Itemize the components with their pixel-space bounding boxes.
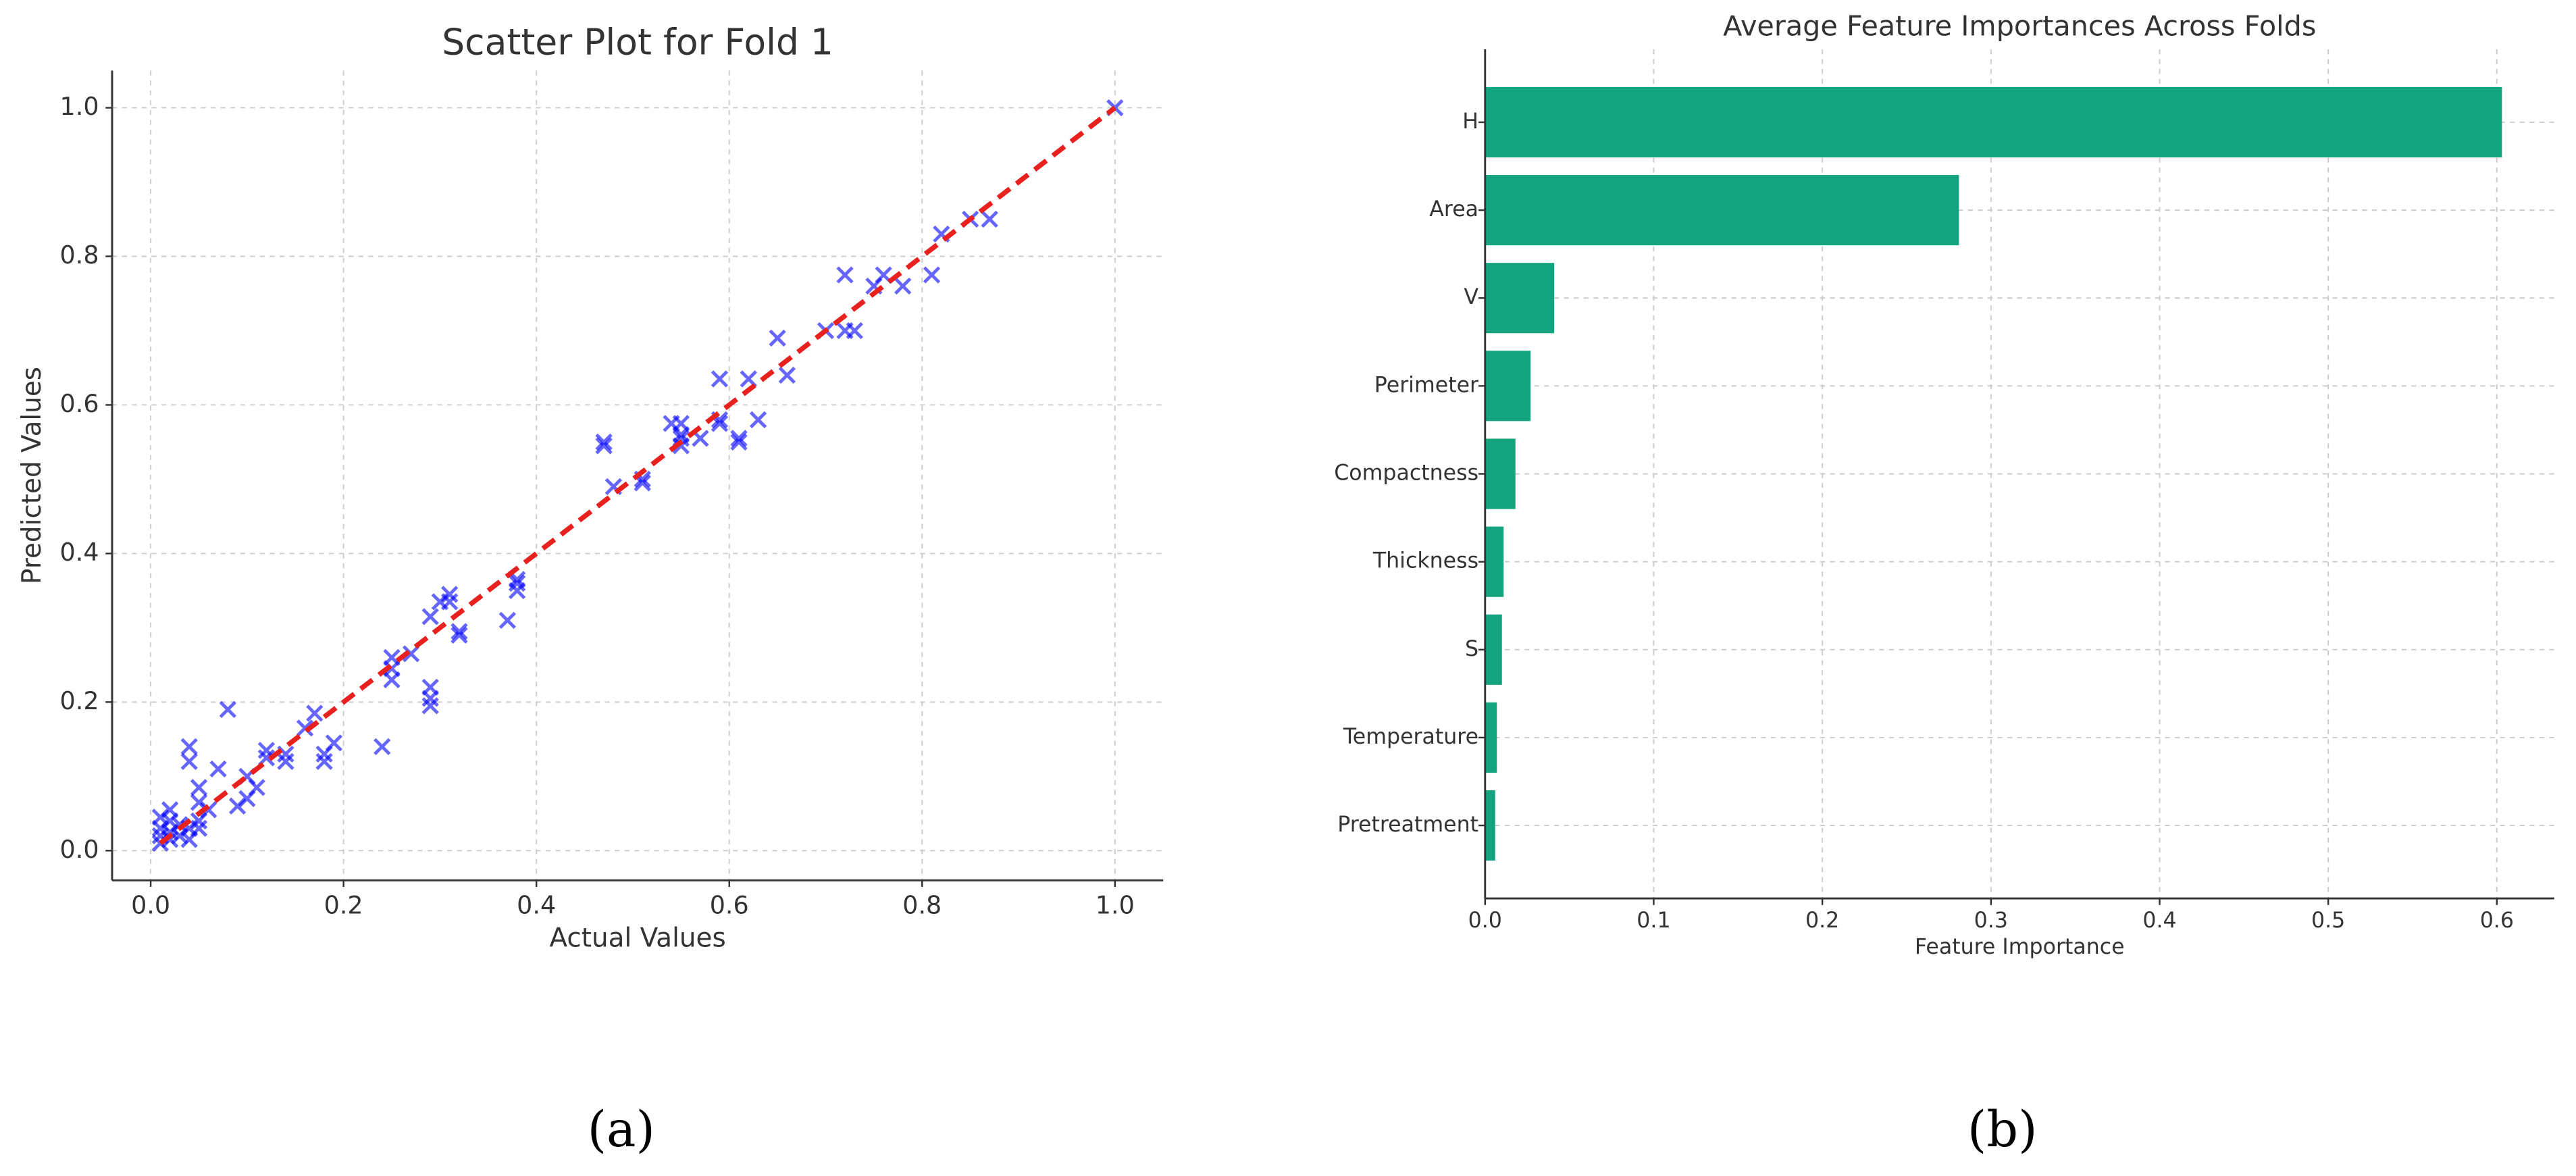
scatter-point <box>769 329 786 347</box>
x-tick-label: 0.0 <box>131 891 170 920</box>
bar <box>1485 175 1959 246</box>
scatter-point <box>441 593 459 611</box>
caption: (b) <box>1967 1101 2038 1158</box>
scatter-point <box>180 738 198 756</box>
scatter-point <box>595 433 613 451</box>
scatter-point <box>171 816 188 834</box>
y-tick-label: Pretreatment <box>1337 813 1478 837</box>
x-tick-label: 0.4 <box>2142 909 2176 933</box>
y-tick-label: Thickness <box>1372 549 1478 573</box>
bar <box>1485 614 1502 685</box>
scatter-point <box>595 437 613 455</box>
scatter-point <box>277 745 294 763</box>
x-tick-label: 1.0 <box>1096 891 1135 920</box>
bar <box>1485 526 1504 597</box>
scatter-point <box>306 705 324 722</box>
scatter-point <box>846 322 863 340</box>
scatter-point <box>180 752 198 771</box>
bar <box>1485 438 1516 509</box>
scatter-point <box>161 801 179 819</box>
x-tick-label: 0.1 <box>1637 909 1670 933</box>
x-tick-label: 0.5 <box>2311 909 2345 933</box>
scatter-point <box>190 779 208 796</box>
x-tick-label: 0.4 <box>517 891 556 920</box>
y-tick-label: 0.2 <box>60 686 99 715</box>
y-tick-label: Temperature <box>1343 725 1478 749</box>
scatter-point <box>672 415 690 432</box>
y-axis-label: Predicted Values <box>17 367 47 584</box>
scatter-point <box>894 277 912 295</box>
scatter-point <box>248 779 265 796</box>
scatter-point <box>402 645 420 663</box>
scatter-point <box>441 586 459 603</box>
scatter-point <box>190 819 208 837</box>
scatter-point <box>450 623 468 640</box>
x-axis-label: Actual Values <box>549 923 725 953</box>
y-tick-label: V <box>1464 285 1478 309</box>
chart-title: Average Feature Importances Across Folds <box>1723 9 2316 42</box>
x-tick-label: 0.8 <box>902 891 942 920</box>
scatter-point <box>161 831 179 848</box>
scatter-point <box>450 626 468 644</box>
scatter-point <box>730 433 748 451</box>
scatter-point <box>923 266 941 284</box>
scatter-point <box>421 608 439 625</box>
x-tick-label: 0.6 <box>2480 909 2514 933</box>
scatter-point <box>778 366 796 384</box>
scatter-point <box>315 752 333 771</box>
chart-title: Scatter Plot for Fold 1 <box>442 20 833 63</box>
y-tick-label: 0.4 <box>60 538 99 567</box>
x-tick-label: 0.0 <box>1468 909 1502 933</box>
scatter-point <box>749 411 767 429</box>
bar <box>1485 86 2502 158</box>
x-tick-label: 0.2 <box>324 891 363 920</box>
y-tick-label: Compactness <box>1334 461 1478 486</box>
x-tick-label: 0.3 <box>1974 909 2008 933</box>
scatter-point <box>498 611 517 630</box>
y-tick-label: H <box>1462 109 1478 134</box>
y-tick-label: 1.0 <box>60 92 99 121</box>
x-tick-label: 0.6 <box>710 891 749 920</box>
scatter-point <box>373 738 391 756</box>
bar <box>1485 790 1495 861</box>
scatter-point <box>383 671 401 689</box>
scatter-point <box>277 752 294 771</box>
x-tick-label: 0.2 <box>1805 909 1839 933</box>
x-axis-label: Feature Importance <box>1915 935 2125 959</box>
scatter-point <box>209 760 227 778</box>
reference-line <box>159 105 1117 846</box>
scatter-point <box>325 734 343 752</box>
scatter-point <box>672 437 690 455</box>
bar <box>1485 263 1555 334</box>
scatter-point <box>421 697 439 715</box>
y-tick-label: S <box>1465 637 1478 661</box>
caption: (a) <box>588 1101 655 1158</box>
scatter-point <box>219 700 236 719</box>
y-tick-label: 0.6 <box>60 389 99 418</box>
y-tick-label: 0.8 <box>60 240 99 270</box>
y-tick-label: 0.0 <box>60 835 99 864</box>
scatter-point <box>421 690 439 707</box>
scatter-point <box>508 582 526 600</box>
scatter-point <box>711 370 729 388</box>
scatter-point <box>981 210 998 228</box>
scatter-point <box>508 574 526 592</box>
y-tick-label: Perimeter <box>1374 373 1478 397</box>
scatter-point <box>200 801 217 819</box>
scatter-point <box>730 430 748 447</box>
scatter-point <box>836 266 854 284</box>
scatter-point <box>296 719 314 737</box>
bar <box>1485 702 1497 773</box>
bar <box>1485 351 1531 421</box>
y-tick-label: Area <box>1429 197 1478 222</box>
